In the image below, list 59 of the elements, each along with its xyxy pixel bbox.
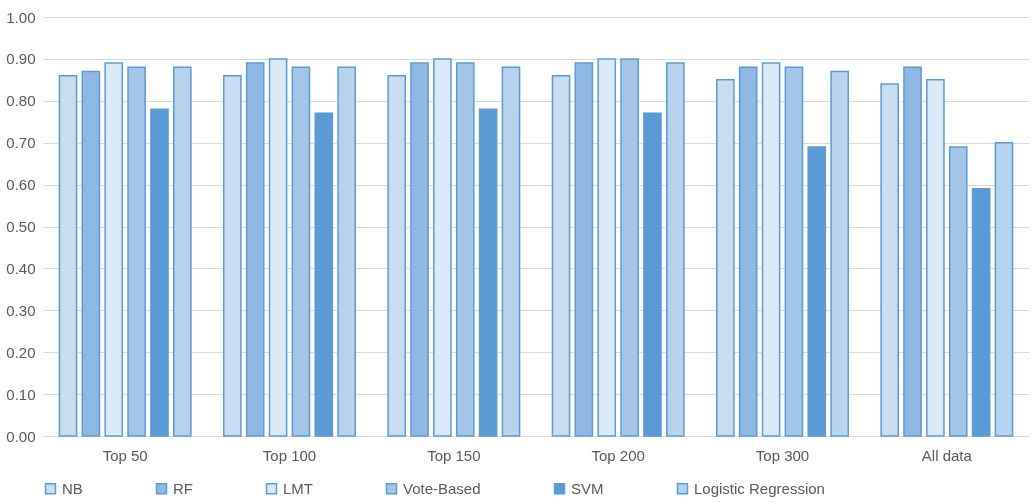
bar (173, 66, 192, 437)
bar (738, 66, 758, 437)
bar (58, 74, 78, 437)
y-tick-label: 0.30 (6, 301, 36, 319)
bar (948, 146, 968, 437)
bar (104, 62, 124, 437)
bar (387, 74, 406, 437)
bar (994, 141, 1014, 437)
bar (478, 108, 498, 437)
legend-label: RF (173, 479, 193, 497)
bar (761, 62, 781, 437)
x-tick-label: Top 150 (427, 446, 481, 464)
bar (716, 79, 735, 437)
bar (926, 79, 945, 437)
y-tick-label: 0.40 (6, 259, 36, 277)
bar (574, 62, 594, 437)
y-tick-label: 0.60 (6, 176, 36, 194)
x-tick-label: Top 50 (102, 446, 148, 464)
bar (150, 108, 169, 437)
bar (127, 66, 146, 437)
y-tick-label: 0.80 (6, 92, 36, 110)
x-tick-label: All data (921, 446, 973, 464)
legend-label: Vote-Based (403, 479, 481, 497)
bar (551, 74, 571, 437)
bar (830, 70, 849, 437)
bar (903, 66, 922, 437)
y-tick-label: 0.10 (6, 385, 36, 403)
x-tick-label: Top 300 (755, 446, 810, 464)
bar (81, 70, 101, 437)
x-tick-label: Top 100 (262, 446, 317, 464)
bar (807, 146, 827, 437)
bar (501, 66, 521, 437)
y-tick-label: 0.70 (6, 134, 36, 152)
bar (880, 83, 899, 437)
x-tick-label: Top 200 (591, 446, 645, 464)
y-tick-label: 0.20 (6, 343, 36, 361)
legend-label: Logistic Regression (694, 479, 825, 497)
bar (245, 62, 265, 437)
legend-label: NB (62, 479, 83, 497)
y-tick-label: 0.50 (6, 218, 36, 235)
bar (666, 62, 685, 437)
bar (314, 112, 334, 437)
bar (337, 66, 356, 437)
bar (971, 188, 991, 437)
bar (620, 58, 639, 437)
bar (223, 74, 242, 437)
y-tick-label: 1.00 (6, 8, 36, 26)
legend-label: SVM (571, 479, 604, 497)
bar (597, 58, 617, 437)
bar (410, 62, 429, 437)
bar (433, 58, 452, 437)
bar (784, 66, 804, 437)
y-tick-label: 0.00 (6, 427, 36, 445)
bar (455, 62, 475, 437)
bar (643, 112, 662, 437)
bar (268, 58, 288, 437)
bar (291, 66, 311, 437)
y-tick-label: 0.90 (6, 50, 36, 68)
legend-label: LMT (283, 479, 313, 497)
